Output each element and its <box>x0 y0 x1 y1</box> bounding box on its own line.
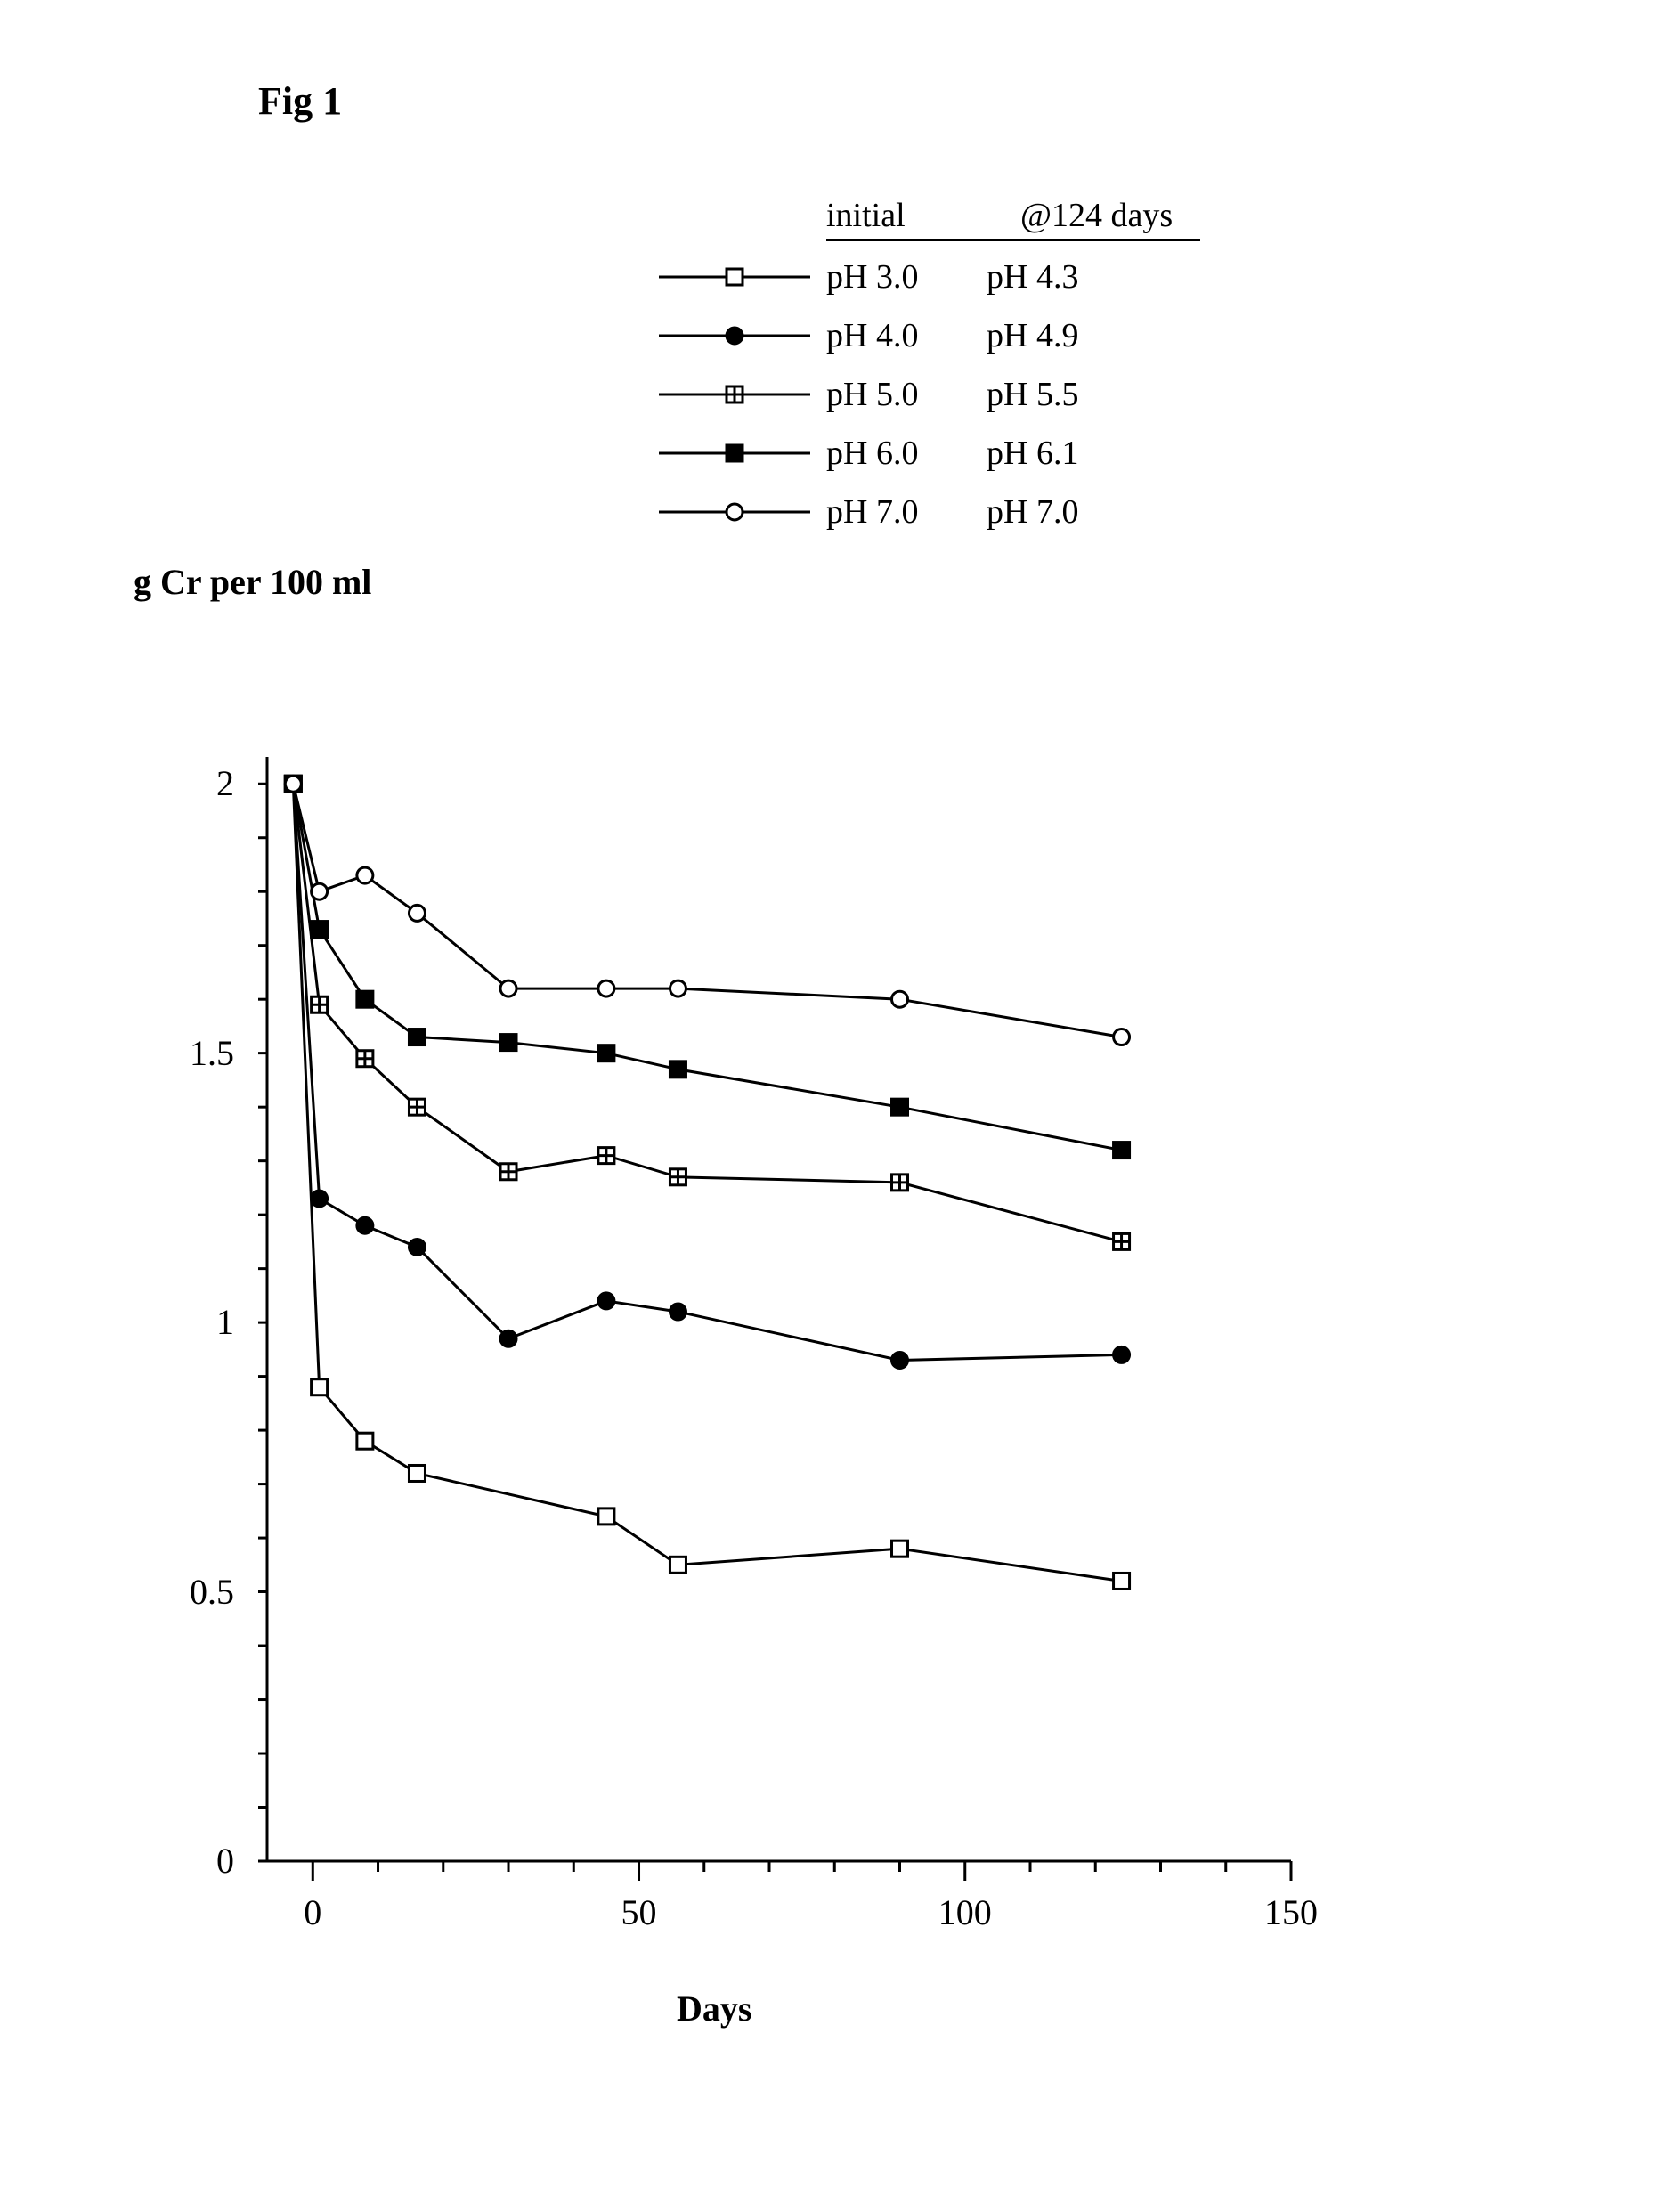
legend-final-ph4: pH 4.9 <box>987 317 1078 354</box>
legend: initial @124 days pH 3.0pH 4.3pH 4.0pH 4… <box>659 196 1200 551</box>
legend-swatch-ph6 <box>659 440 810 467</box>
legend-header-gap <box>987 196 1020 235</box>
x-axis-title: Days <box>677 1988 751 2029</box>
legend-initial-ph4: pH 4.0 <box>826 316 987 355</box>
y-tick-label: 1 <box>150 1301 234 1343</box>
line-chart <box>258 748 1389 1906</box>
legend-row-ph3: pH 3.0pH 4.3 <box>659 257 1200 297</box>
legend-final-ph6: pH 6.1 <box>987 435 1078 472</box>
legend-rule <box>826 239 1200 241</box>
legend-header-final: @124 days <box>1020 196 1173 235</box>
legend-swatch-ph4 <box>659 322 810 349</box>
legend-header-initial: initial <box>826 196 987 235</box>
legend-swatch-ph7 <box>659 499 810 525</box>
x-tick-label: 50 <box>595 1891 684 1933</box>
figure-title: Fig 1 <box>258 78 342 124</box>
legend-final-ph5: pH 5.5 <box>987 376 1078 413</box>
y-tick-label: 2 <box>150 762 234 804</box>
legend-swatch-ph5 <box>659 381 810 408</box>
legend-initial-ph5: pH 5.0 <box>826 375 987 414</box>
y-tick-label: 1.5 <box>150 1032 234 1074</box>
legend-header-spacer <box>659 196 826 235</box>
y-axis-title: g Cr per 100 ml <box>134 561 371 603</box>
x-tick-label: 150 <box>1247 1891 1336 1933</box>
legend-initial-ph3: pH 3.0 <box>826 257 987 297</box>
legend-final-ph3: pH 4.3 <box>987 258 1078 296</box>
x-tick-label: 0 <box>268 1891 357 1933</box>
legend-row-ph6: pH 6.0pH 6.1 <box>659 434 1200 473</box>
x-tick-label: 100 <box>921 1891 1010 1933</box>
legend-headers: initial @124 days <box>659 196 1200 235</box>
legend-row-ph4: pH 4.0pH 4.9 <box>659 316 1200 355</box>
legend-row-ph7: pH 7.0pH 7.0 <box>659 492 1200 532</box>
legend-initial-ph7: pH 7.0 <box>826 492 987 532</box>
legend-row-ph5: pH 5.0pH 5.5 <box>659 375 1200 414</box>
legend-final-ph7: pH 7.0 <box>987 493 1078 531</box>
legend-initial-ph6: pH 6.0 <box>826 434 987 473</box>
y-tick-label: 0 <box>150 1840 234 1882</box>
y-tick-label: 0.5 <box>150 1571 234 1613</box>
legend-swatch-ph3 <box>659 264 810 290</box>
